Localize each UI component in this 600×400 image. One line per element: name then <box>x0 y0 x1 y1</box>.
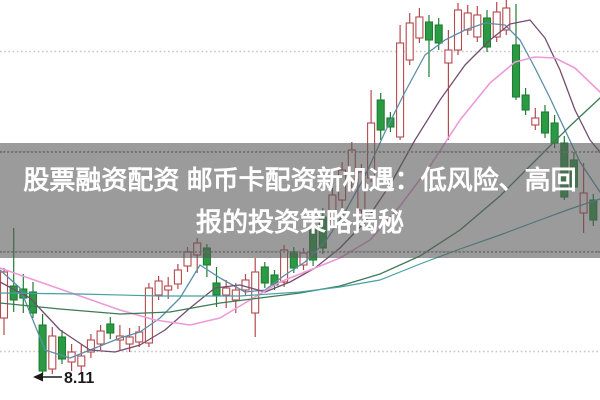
candle-body-up <box>86 339 95 353</box>
candle-body-up <box>241 279 250 291</box>
gridline-ghost-bottom <box>0 251 600 253</box>
candle-body-down <box>28 291 38 314</box>
low-price-label: 8.11 <box>64 370 94 387</box>
headline-line-2: 报的投资策略揭秘 <box>195 207 404 237</box>
candle-body-down <box>57 336 67 360</box>
headline-text: 股票融资配资 邮币卡配资新机遇：低风险、高回 报的投资策略揭秘 <box>0 159 600 243</box>
candle-body-up <box>222 287 231 296</box>
candle-body-down <box>521 94 530 111</box>
candle-body-down <box>482 17 492 48</box>
candle-body-up <box>463 12 472 31</box>
candle-body-up <box>415 16 424 39</box>
headline-banner: 股票融资配资 邮币卡配资新机遇：低风险、高回 报的投资策略揭秘 <box>0 143 600 258</box>
candle-body-up <box>0 271 9 319</box>
candle-body-up <box>251 271 260 314</box>
candle-body-down <box>106 323 115 334</box>
candle-body-up <box>154 280 163 296</box>
candle-body-up <box>231 289 240 301</box>
candle-body-up <box>444 49 453 64</box>
candle-body-down <box>540 111 550 134</box>
candle-body-up <box>144 287 153 344</box>
candle-body-down <box>511 44 521 98</box>
candle-body-up <box>96 330 105 345</box>
candle-body-up <box>125 336 134 345</box>
candle-body-up <box>453 9 463 51</box>
candle-body-up <box>502 7 511 31</box>
candle-body-up <box>396 42 405 138</box>
candle-body-up <box>405 22 414 61</box>
candle-body-up <box>164 285 173 291</box>
gridline-ghost-top <box>0 151 600 153</box>
headline-line-1: 股票融资配资 邮币卡配资新机遇：低风险、高回 <box>23 165 577 195</box>
candle-body-up <box>531 117 540 126</box>
candle-body-down <box>434 24 443 44</box>
low-arrow-head <box>33 372 43 382</box>
candle-body-up <box>173 269 182 285</box>
candle-body-down <box>260 266 269 284</box>
candle-body-down <box>550 122 559 144</box>
candle-body-down <box>376 99 385 131</box>
candle-body-down <box>38 324 47 372</box>
candle-body-up <box>77 355 86 367</box>
candle-body-down <box>424 21 434 41</box>
